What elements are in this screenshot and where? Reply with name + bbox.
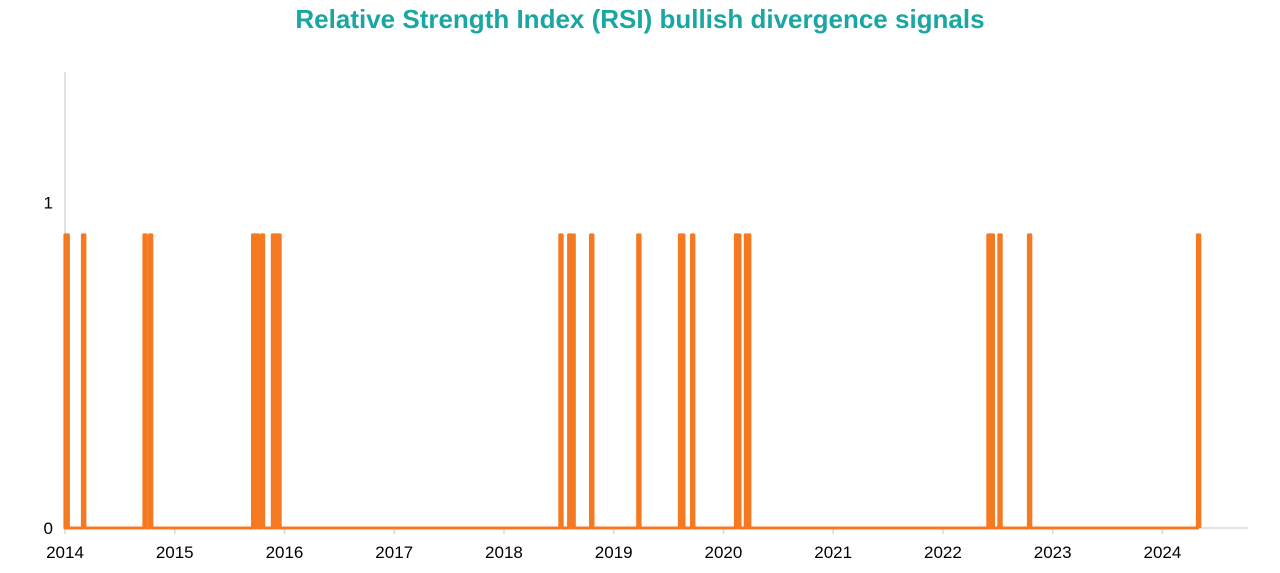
y-tick-label: 1 — [44, 193, 53, 212]
signal-series — [63, 233, 1202, 530]
chart-title: Relative Strength Index (RSI) bullish di… — [295, 4, 985, 34]
x-tick-label: 2021 — [814, 543, 852, 562]
x-tick-label: 2014 — [46, 543, 84, 562]
x-tick-label: 2015 — [156, 543, 194, 562]
signal-line — [63, 233, 1202, 530]
x-tick-label: 2023 — [1034, 543, 1072, 562]
x-tick-label: 2020 — [705, 543, 743, 562]
x-tick-label: 2018 — [485, 543, 523, 562]
x-tick-label: 2019 — [595, 543, 633, 562]
x-tick-label: 2016 — [266, 543, 304, 562]
x-tick-label: 2024 — [1143, 543, 1181, 562]
x-tick-label: 2017 — [375, 543, 413, 562]
y-tick-label: 0 — [44, 519, 53, 538]
axes — [64, 72, 1248, 534]
tick-labels: 2014 2015 2016 2017 2018 2019 2020 2021 2022 2023… — [44, 193, 1182, 562]
x-tick-label: 2022 — [924, 543, 962, 562]
